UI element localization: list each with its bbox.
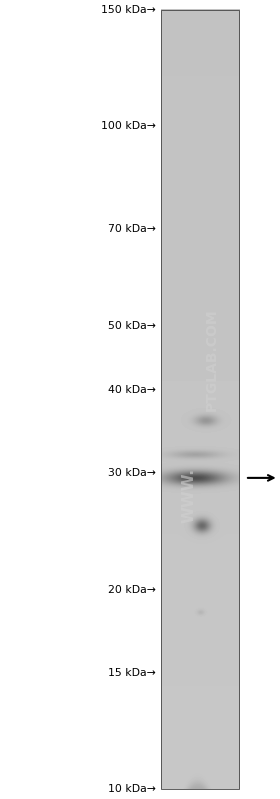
Text: 10 kDa→: 10 kDa→ — [108, 785, 155, 794]
Text: 50 kDa→: 50 kDa→ — [108, 321, 155, 331]
Text: 100 kDa→: 100 kDa→ — [101, 121, 155, 131]
Bar — [161, 10, 239, 789]
Text: 150 kDa→: 150 kDa→ — [101, 5, 155, 14]
Text: 30 kDa→: 30 kDa→ — [108, 468, 155, 478]
Text: 70 kDa→: 70 kDa→ — [108, 224, 155, 234]
Text: 15 kDa→: 15 kDa→ — [108, 668, 155, 678]
Text: PTGLAB.COM: PTGLAB.COM — [204, 308, 218, 411]
Text: 40 kDa→: 40 kDa→ — [108, 385, 155, 396]
Text: 20 kDa→: 20 kDa→ — [108, 585, 155, 594]
Text: WWW.: WWW. — [181, 468, 197, 523]
